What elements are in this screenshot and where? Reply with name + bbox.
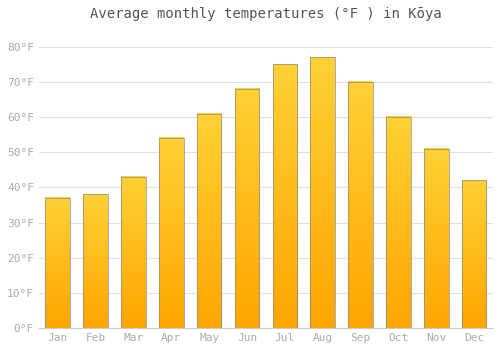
Bar xyxy=(386,117,410,328)
Title: Average monthly temperatures (°F ) in Kōya: Average monthly temperatures (°F ) in Kō… xyxy=(90,7,442,21)
Bar xyxy=(310,57,335,328)
Bar xyxy=(272,64,297,328)
Bar xyxy=(159,138,184,328)
Bar xyxy=(348,82,373,328)
Bar xyxy=(424,149,448,328)
Bar xyxy=(462,180,486,328)
Bar xyxy=(234,89,260,328)
Bar xyxy=(121,177,146,328)
Bar xyxy=(46,198,70,328)
Bar xyxy=(84,195,108,328)
Bar xyxy=(197,113,222,328)
